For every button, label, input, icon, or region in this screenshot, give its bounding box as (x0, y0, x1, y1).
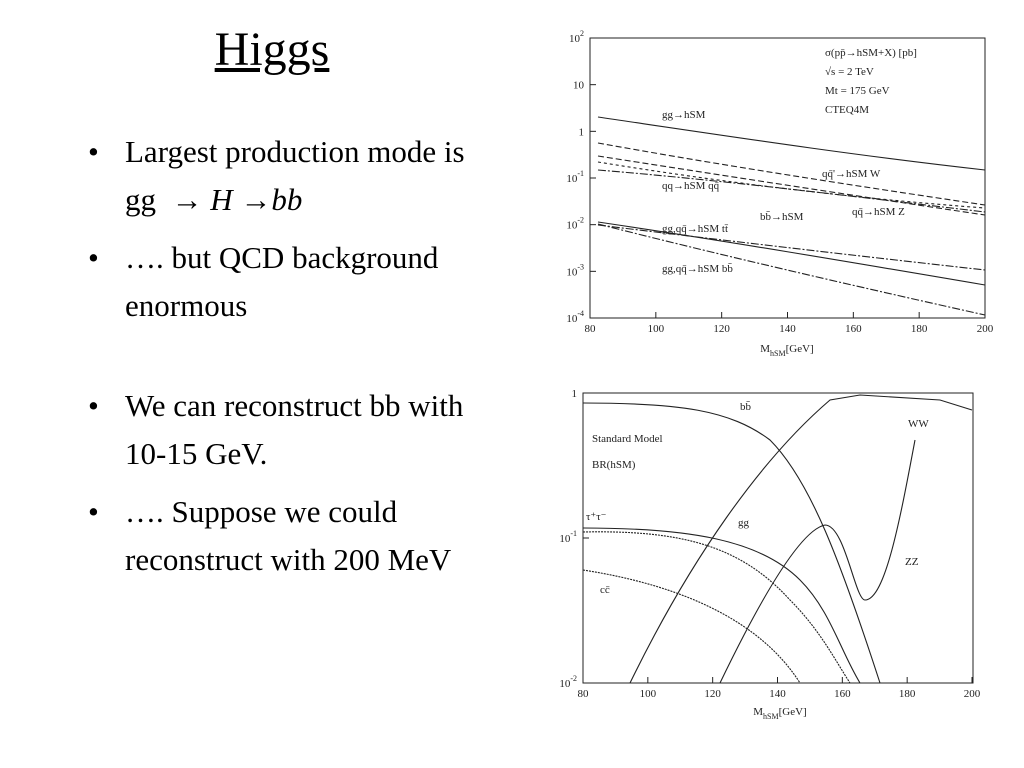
tick-base: 10 (566, 173, 578, 185)
curves (597, 116, 986, 316)
x-tick-label: 140 (769, 688, 786, 700)
curve-label: gg (738, 517, 750, 529)
y-tick-label: 10-4 (566, 309, 584, 325)
y-tick-label: 10-1 (559, 529, 577, 545)
tick-base: 1 (579, 126, 585, 138)
curve-label: qq̄→hSM Z (852, 206, 905, 218)
x-tick-label: 200 (964, 688, 981, 700)
tick-exp: -2 (570, 674, 577, 683)
label-unit: [GeV] (786, 343, 814, 355)
legend-text: Standard Model (592, 433, 663, 445)
tick-exp: -4 (577, 309, 584, 318)
x-tick-label: 80 (578, 688, 590, 700)
curve (597, 116, 986, 171)
tick-base: 10 (559, 533, 571, 545)
x-tick-label: 180 (899, 688, 916, 700)
x-axis-label: MhSM[GeV] (760, 343, 813, 358)
label-main: M (760, 343, 770, 355)
bullet: Largest production mode is gg → H →bb (88, 128, 508, 224)
legend-text: √s = 2 TeV (825, 66, 874, 78)
tick-exp: -1 (577, 169, 584, 178)
bullet-list: Largest production mode is gg → H →bb ….… (88, 128, 508, 594)
arrow: → (171, 182, 203, 217)
x-tick-label: 100 (640, 688, 657, 700)
label-sub: hSM (770, 349, 786, 358)
x-axis-label: MhSM[GeV] (753, 706, 806, 721)
tick-base: 10 (559, 678, 571, 690)
x-tick-label: 80 (585, 323, 597, 335)
tick-base: 10 (566, 313, 578, 325)
x-tick-label: 160 (834, 688, 851, 700)
tick-exp: -3 (577, 262, 584, 271)
y-tick-label: 102 (569, 29, 584, 45)
curve (582, 531, 851, 684)
x-tick-label: 120 (704, 688, 721, 700)
tick-base: 10 (566, 220, 578, 232)
plot-frame (589, 37, 986, 319)
tick-exp: 2 (580, 29, 584, 38)
curve-label: qq̄'→hSM W (822, 168, 881, 180)
label-unit: [GeV] (779, 706, 807, 718)
bullet-text: bb (271, 182, 303, 217)
y-tick-label: 10 (573, 80, 585, 92)
y-tick-label: 10-3 (566, 262, 584, 278)
curve (597, 161, 986, 209)
tick-base: 10 (569, 33, 581, 45)
curve-label: ZZ (905, 556, 919, 568)
curve (597, 142, 986, 206)
curve-label: qq→hSM qq̄ (662, 180, 720, 192)
curve (582, 527, 861, 684)
curve (597, 155, 986, 216)
bullet-text: H (210, 182, 233, 217)
legend-text: σ(pp̄→hSM+X) [pb] (825, 47, 917, 59)
y-tick-label: 1 (579, 126, 585, 138)
x-tick-label: 120 (713, 323, 730, 335)
curve (582, 402, 881, 684)
legend-text: CTEQ4M (825, 104, 869, 116)
curves (582, 394, 973, 684)
legend-text: Mt = 175 GeV (825, 85, 890, 97)
tick-base: 10 (573, 80, 585, 92)
y-tick-label: 10-2 (566, 216, 584, 232)
legend-text: BR(hSM) (592, 459, 636, 471)
tick-exp: -1 (570, 529, 577, 538)
bullet: …. but QCD background enormous (88, 234, 508, 330)
y-tick-label: 1 (572, 388, 578, 400)
curve-label: WW (908, 418, 929, 430)
curve-label: cc̄ (600, 584, 610, 596)
bullet: We can reconstruct bb with 10-15 GeV. (88, 382, 508, 478)
curve (629, 394, 973, 684)
tick-exp: -2 (577, 216, 584, 225)
slide-title: Higgs (214, 23, 330, 76)
curve-label: gg→hSM (662, 109, 706, 121)
x-tick-label: 160 (845, 323, 862, 335)
y-tick-label: 10-1 (566, 169, 584, 185)
x-tick-label: 200 (977, 323, 994, 335)
bullet-text: Largest production mode is gg (125, 134, 465, 217)
curve-label: bb̄→hSM (760, 211, 804, 223)
label-main: M (753, 706, 763, 718)
y-tick-label: 10-2 (559, 674, 577, 690)
x-tick-label: 180 (911, 323, 928, 335)
curve-label: bb̄ (740, 401, 752, 413)
bullet: …. Suppose we could reconstruct with 200… (88, 488, 508, 584)
curve (597, 221, 986, 286)
arrow: → (240, 182, 272, 217)
curve (597, 169, 986, 213)
curve (719, 439, 916, 684)
tick-base: 10 (566, 266, 578, 278)
curve (597, 223, 986, 316)
x-tick-label: 100 (648, 323, 665, 335)
curve (582, 569, 801, 684)
label-sub: hSM (763, 712, 779, 721)
curve-label: τ⁺τ⁻ (586, 511, 607, 523)
curve (597, 224, 986, 271)
curve-label: gg,qq̄→hSM tt̄ (662, 223, 728, 235)
curve-label: gg,qq̄→hSM bb̄ (662, 263, 733, 275)
tick-base: 1 (572, 388, 578, 400)
x-tick-label: 140 (779, 323, 796, 335)
